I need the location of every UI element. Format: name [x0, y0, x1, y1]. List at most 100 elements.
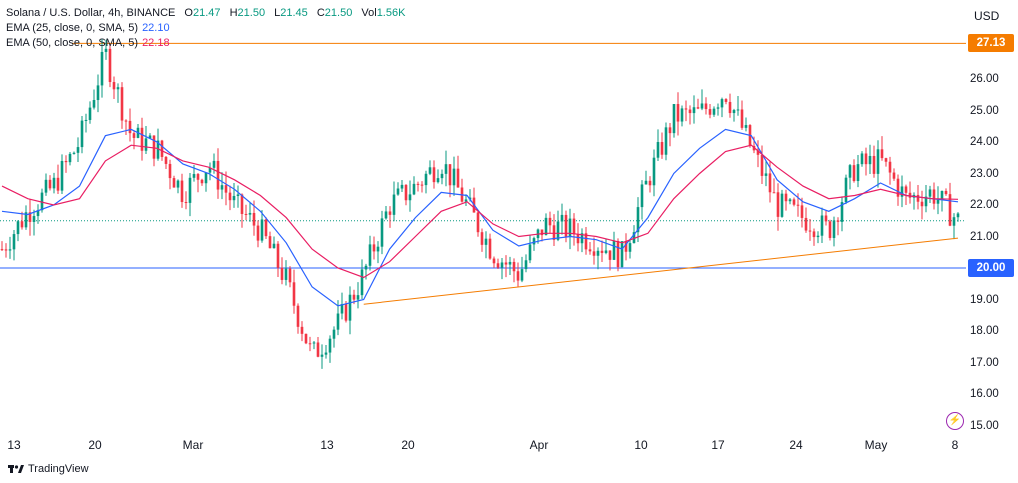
candle-body [116, 87, 120, 90]
time-tick-label: 20 [401, 438, 415, 452]
candle-body [784, 193, 788, 202]
candle-body [664, 127, 668, 155]
candle-body [552, 225, 556, 240]
lightning-icon[interactable]: ⚡ [946, 412, 964, 430]
candle-body [220, 185, 224, 190]
candle-body [512, 261, 516, 272]
candle-body [244, 213, 248, 215]
candle-body [324, 352, 328, 355]
candle-body [336, 313, 340, 330]
price-level-badge: 27.13 [968, 34, 1014, 53]
candle-body [152, 135, 156, 159]
candle-body [832, 220, 836, 238]
candle-body [204, 172, 208, 184]
time-axis[interactable]: 13 20 Mar 13 20 Apr 10 17 24 May 8 [0, 432, 966, 458]
candle-body [228, 192, 232, 201]
legend-ema25-row[interactable]: EMA (25, close, 0, SMA, 5) 22.10 [6, 21, 405, 36]
candle-body [12, 234, 16, 250]
price-chart-svg[interactable] [0, 0, 966, 432]
candle-body [520, 269, 524, 281]
candle-body [864, 153, 868, 165]
candle-body [412, 183, 416, 195]
candle-body [476, 212, 480, 233]
candle-body [420, 184, 424, 186]
candle-body [452, 168, 456, 186]
candle-body [100, 51, 104, 86]
candle-body [380, 218, 384, 247]
candle-body [868, 155, 872, 165]
candle-body [652, 157, 656, 186]
candle-body [756, 150, 760, 155]
candle-body [44, 179, 48, 193]
candle-body [556, 221, 560, 240]
candle-body [8, 249, 12, 251]
price-tick-label: 22.00 [970, 199, 999, 211]
candle-body [384, 211, 388, 219]
close-label: C [316, 7, 325, 19]
ema50-value: 22.18 [142, 37, 170, 49]
candle-body [844, 177, 848, 203]
candle-body [304, 333, 308, 344]
candle-body [32, 216, 36, 222]
candle-body [952, 217, 956, 226]
candle-body [724, 99, 728, 102]
candle-body [828, 221, 832, 238]
candle-body [308, 343, 312, 345]
time-tick-label: Apr [529, 438, 549, 452]
candle-body [880, 149, 884, 159]
candle-body [856, 164, 860, 182]
candle-body [404, 184, 408, 201]
candle-body [624, 241, 628, 252]
candle-body [928, 189, 932, 197]
time-tick-label: Mar [182, 438, 204, 452]
candle-body [416, 183, 420, 185]
candle-body [808, 230, 812, 232]
candle-body [268, 236, 272, 249]
ema25-line [1, 128, 959, 307]
candle-body [76, 147, 80, 153]
candle-body [548, 217, 552, 226]
currency-label[interactable]: USD [974, 9, 1000, 23]
candle-body [632, 232, 636, 244]
candle-body [604, 250, 608, 253]
legend-ema50-row[interactable]: EMA (50, close, 0, SMA, 5) 22.18 [6, 36, 405, 51]
candle-body [40, 192, 44, 211]
time-tick-label: 13 [320, 438, 334, 452]
candle-body [676, 104, 680, 122]
candle-body [780, 193, 784, 217]
tradingview-logo[interactable]: TradingView [8, 463, 89, 475]
candle-body [924, 196, 928, 207]
candle-body [432, 167, 436, 183]
time-tick-label: 8 [951, 438, 959, 452]
candle-body [608, 250, 612, 260]
candle-body [888, 161, 892, 173]
symbol-title[interactable]: Solana / U.S. Dollar, 4h, BINANCE [6, 7, 176, 19]
candle-body [156, 140, 160, 159]
candle-body [160, 140, 164, 157]
price-axis[interactable]: USD 26.00 25.00 24.00 23.00 22.00 21.00 20.00 1… [966, 0, 1018, 432]
candle-body [188, 177, 192, 203]
time-tick-label: May [864, 438, 888, 452]
candle-body [132, 133, 136, 138]
candle-body [704, 103, 708, 110]
candle-body [408, 194, 412, 201]
candle-body [172, 178, 176, 188]
candle-body [728, 101, 732, 114]
candle-body [56, 177, 60, 191]
candle-body [52, 177, 56, 189]
chart-pane[interactable]: Solana / U.S. Dollar, 4h, BINANCE O21.47… [0, 0, 966, 432]
price-tick-label: 15.00 [970, 419, 999, 432]
candle-body [312, 342, 316, 344]
candle-body [240, 194, 244, 214]
candle-body [892, 172, 896, 179]
candle-body [496, 263, 500, 268]
candle-body [328, 338, 332, 353]
time-tick-label: 13 [7, 438, 21, 452]
price-tick-label: 18.00 [970, 325, 999, 337]
candle-body [596, 250, 600, 256]
candle-body [344, 304, 348, 321]
candle-body [708, 109, 712, 115]
low-value: 21.45 [280, 7, 308, 19]
candle-body [524, 260, 528, 270]
candle-body [72, 152, 76, 154]
